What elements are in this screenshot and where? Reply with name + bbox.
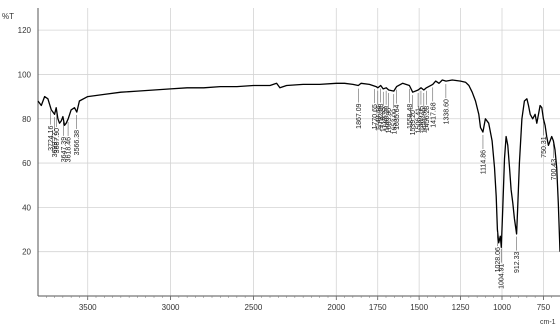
peak-label: 1716.65 (381, 107, 388, 132)
x-axis-label: cm-1 (540, 319, 556, 326)
peak-label: 1114.86 (481, 150, 488, 174)
y-tick-label: 20 (22, 248, 31, 257)
peak-label: 1653.00 (391, 109, 398, 134)
peak-label: 1732.08 (378, 104, 385, 129)
peak-label: 1558.48 (407, 104, 414, 129)
peak-label: 3699.77 (52, 132, 59, 157)
y-tick-label: 60 (22, 159, 31, 168)
peak-label: 1749.44 (375, 106, 382, 131)
y-tick-label: 40 (22, 203, 31, 212)
peak-label: 3724.16 (48, 126, 55, 151)
x-tick-label: 2000 (327, 303, 345, 312)
peak-label: 3687.90 (54, 128, 61, 153)
spectrum-line (37, 79, 560, 252)
x-tick-label: 2500 (245, 303, 263, 312)
peak-label: 1489.05 (418, 106, 425, 131)
peak-label: 3566.38 (74, 130, 81, 155)
y-tick-label: 120 (18, 26, 32, 35)
x-tick-label: 3500 (79, 303, 97, 312)
peak-label: 700.43 (551, 159, 558, 181)
x-tick-label: 1250 (452, 303, 470, 312)
peak-label: 1456.28 (424, 106, 431, 131)
peak-label: 1417.68 (430, 102, 437, 127)
peak-label: 1635.64 (394, 105, 401, 130)
peak-label: 1338.60 (443, 99, 450, 124)
y-tick-label: 80 (22, 115, 31, 124)
peak-label: 912.33 (514, 252, 521, 274)
x-tick-label: 3000 (162, 303, 180, 312)
peak-label: 1699.29 (384, 106, 391, 131)
y-axis-label: %T (2, 12, 14, 21)
peak-label: 1028.06 (495, 247, 502, 272)
grid-layer (38, 8, 560, 296)
peak-label: 3647.39 (61, 137, 68, 162)
peak-label: 1471.69 (421, 108, 428, 133)
peak-label: 1770.65 (372, 104, 379, 129)
peak-label: 1004.91 (499, 264, 506, 289)
ticks-layer: 20 40 60 80 100 120 3500 3000 2500 2000 1750 1500 12… (18, 26, 552, 312)
peak-label: 1683.86 (386, 108, 393, 133)
peak-label: 1867.09 (356, 103, 363, 128)
peak-label: 1506.41 (416, 108, 423, 133)
peak-label: 750.31 (541, 136, 548, 158)
x-tick-label: 750 (537, 303, 551, 312)
axes-layer: %T cm-1 (2, 8, 560, 326)
x-tick-label: 1000 (493, 303, 511, 312)
peak-label: 1539.20 (410, 110, 417, 135)
peak-label: 3618.46 (66, 137, 73, 162)
series-layer (37, 79, 560, 252)
y-tick-label: 100 (18, 70, 32, 79)
x-tick-label: 1500 (410, 303, 428, 312)
x-tick-label: 1750 (369, 303, 387, 312)
